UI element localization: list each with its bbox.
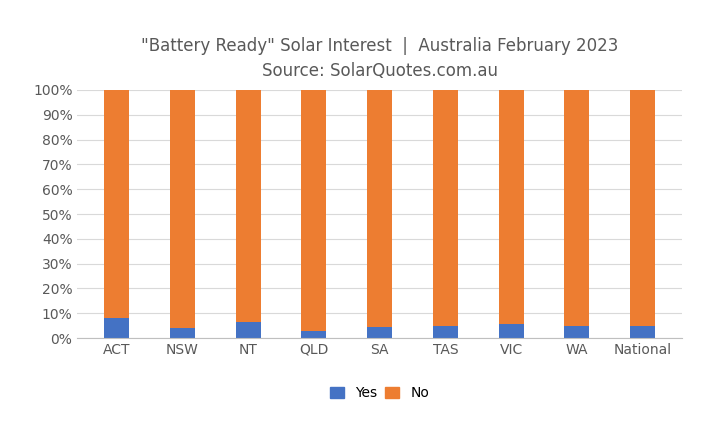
Bar <box>498 90 524 324</box>
Bar <box>433 90 458 326</box>
Bar <box>170 328 195 338</box>
Bar <box>104 318 129 338</box>
Bar <box>302 90 326 331</box>
Bar <box>236 90 261 322</box>
Bar <box>302 331 326 338</box>
Bar <box>104 90 129 318</box>
Bar <box>367 327 392 338</box>
Title: "Battery Ready" Solar Interest  |  Australia February 2023
Source: SolarQuotes.c: "Battery Ready" Solar Interest | Austral… <box>141 37 619 80</box>
Bar <box>170 90 195 328</box>
Bar <box>565 90 589 326</box>
Bar <box>565 326 589 338</box>
Legend: Yes, No: Yes, No <box>324 380 435 406</box>
Bar <box>367 90 392 327</box>
Bar <box>630 90 655 326</box>
Bar <box>236 322 261 338</box>
Bar <box>630 326 655 338</box>
Bar <box>433 326 458 338</box>
Bar <box>498 324 524 338</box>
